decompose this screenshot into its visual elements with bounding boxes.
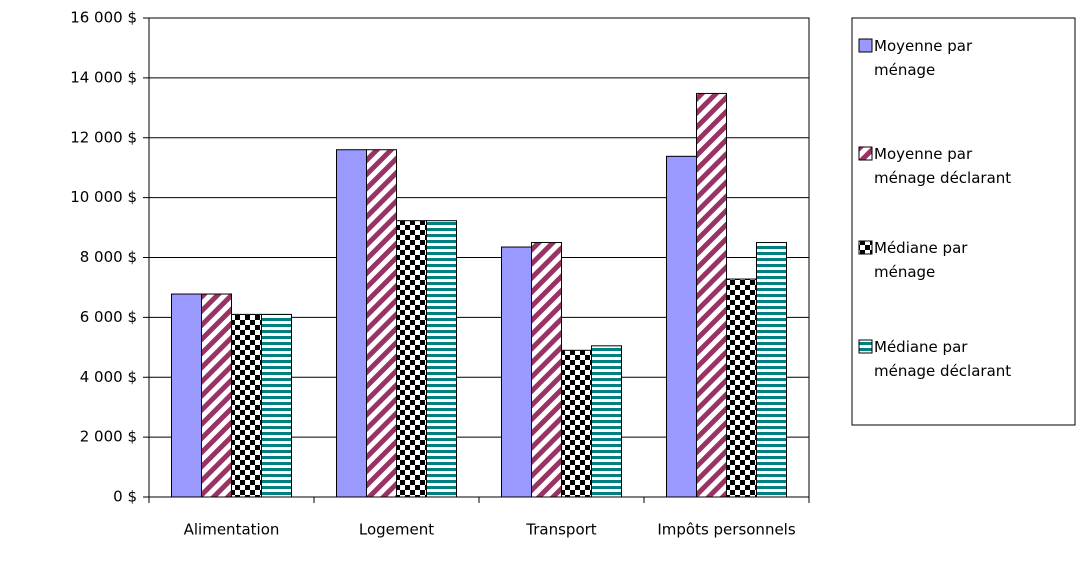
y-tick-label: 12 000 $ [70, 128, 137, 146]
bar [171, 293, 202, 498]
bar [396, 220, 427, 498]
y-tick-label: 8 000 $ [80, 248, 137, 266]
y-tick-label: 10 000 $ [70, 188, 137, 206]
legend-label: Moyenne par ménage [874, 37, 973, 79]
bar [366, 149, 397, 498]
y-tick-label: 6 000 $ [80, 308, 137, 326]
legend-label: Médiane par ménage [874, 239, 968, 281]
bar [666, 155, 697, 498]
x-tick-label: Alimentation [184, 521, 280, 539]
bar [201, 293, 232, 498]
bar [426, 220, 457, 498]
legend-label: Moyenne par ménage déclarant [874, 145, 1011, 187]
bar [261, 313, 292, 498]
bar [591, 345, 622, 498]
x-tick-label: Transport [525, 521, 597, 539]
bar [756, 242, 787, 498]
legend-label: Médiane par ménage déclarant [874, 338, 1011, 380]
x-tick-label: Logement [359, 521, 434, 539]
y-tick-label: 16 000 $ [70, 9, 137, 27]
legend-swatch [858, 339, 873, 354]
bar [561, 349, 592, 498]
legend-swatch [858, 240, 873, 255]
y-tick-label: 2 000 $ [80, 428, 137, 446]
bar [501, 246, 532, 498]
y-tick-label: 4 000 $ [80, 368, 137, 386]
legend-swatch [858, 38, 873, 53]
legend-box [851, 17, 1076, 426]
y-tick-label: 0 $ [113, 488, 137, 506]
legend-swatch [858, 146, 873, 161]
bar [336, 149, 367, 498]
bar [531, 242, 562, 498]
y-tick-label: 14 000 $ [70, 68, 137, 86]
x-tick-label: Impôts personnels [657, 521, 796, 539]
bar [231, 313, 262, 498]
bar [696, 92, 727, 498]
bar [726, 278, 757, 498]
